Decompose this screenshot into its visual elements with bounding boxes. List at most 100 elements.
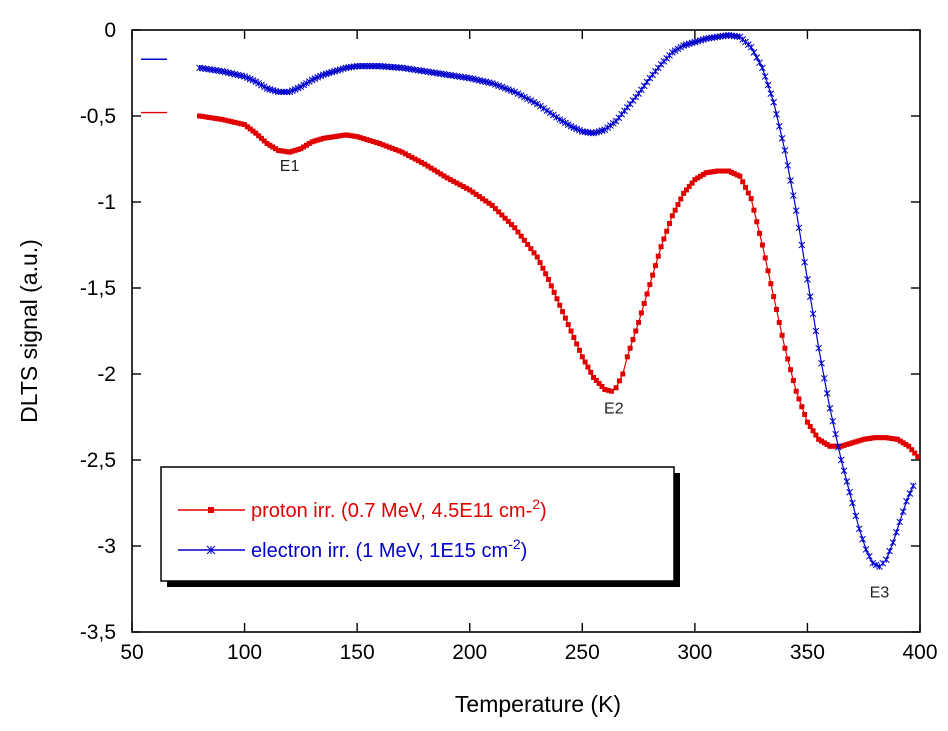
data-point: [438, 171, 444, 177]
data-point: [524, 95, 531, 103]
data-point: [807, 423, 813, 429]
data-point: [723, 168, 729, 174]
data-point: [546, 276, 552, 282]
data-point: [897, 438, 903, 444]
data-point: [533, 100, 541, 108]
data-point: [620, 371, 626, 377]
data-point: [915, 454, 921, 460]
data-point: [889, 436, 895, 441]
data-point: [875, 435, 881, 441]
data-point: [361, 136, 367, 142]
data-point: [518, 233, 524, 239]
data-point: [771, 294, 777, 300]
y-axis-title: DLTS signal (a.u.): [16, 239, 42, 423]
data-point: [548, 283, 554, 289]
x-axis-title: Temperature (K): [455, 691, 621, 717]
data-point: [886, 435, 892, 441]
data-point: [209, 115, 215, 121]
data-point: [793, 388, 799, 394]
data-point: [517, 92, 525, 99]
data-point: [373, 140, 379, 146]
data-point: [360, 62, 367, 70]
data-point: [284, 149, 290, 155]
data-point: [643, 78, 651, 86]
data-point: [320, 135, 326, 141]
data-point: [667, 221, 673, 226]
data-point: [511, 88, 519, 96]
data-point: [273, 146, 279, 152]
data-point: [775, 122, 783, 130]
legend-label: proton irr. (0.7 MeV, 4.5E11 cm-2): [251, 496, 547, 522]
data-point: [602, 386, 608, 392]
y-tick-label: -0,5: [80, 105, 116, 128]
data-point: [267, 142, 273, 148]
data-point: [253, 130, 259, 136]
data-point: [644, 291, 650, 297]
plot-frame: [131, 29, 921, 633]
data-point: [582, 359, 588, 365]
data-point: [274, 88, 282, 96]
data-point: [799, 404, 805, 410]
data-point: [270, 144, 276, 150]
data-point: [460, 184, 466, 190]
data-point: [505, 218, 511, 224]
data-point: [781, 147, 789, 154]
data-point: [788, 367, 794, 373]
data-point: [675, 202, 681, 208]
data-point: [759, 242, 765, 248]
data-point: [364, 137, 370, 143]
data-point: [683, 187, 689, 193]
series-electron: [196, 31, 917, 570]
data-point: [568, 328, 574, 334]
data-point: [751, 207, 757, 213]
data-point: [553, 113, 560, 121]
data-point: [206, 545, 216, 555]
data-point: [509, 222, 515, 228]
data-point: [768, 281, 774, 287]
data-point: [790, 377, 796, 383]
data-point: [697, 173, 703, 179]
data-point: [759, 64, 766, 72]
data-point: [476, 194, 482, 200]
data-point: [596, 380, 602, 386]
data-point: [858, 437, 864, 443]
data-point: [370, 139, 376, 145]
data-point: [664, 228, 670, 234]
data-point: [767, 90, 775, 97]
data-point: [889, 539, 897, 546]
data-point: [473, 191, 479, 197]
x-tick-label: 50: [120, 641, 143, 664]
data-point: [798, 241, 806, 249]
data-point: [785, 356, 791, 362]
data-point: [709, 169, 715, 175]
data-point: [779, 332, 785, 338]
data-point: [787, 177, 794, 184]
data-point: [616, 378, 622, 384]
data-point: [624, 354, 630, 360]
data-point: [250, 128, 256, 134]
data-point: [846, 488, 853, 496]
data-point: [599, 383, 605, 389]
series-group: [141, 31, 921, 570]
data-point: [527, 97, 535, 104]
data-point: [521, 237, 527, 243]
data-point: [812, 327, 820, 335]
data-point: [852, 512, 860, 520]
data-point: [650, 272, 656, 278]
data-point: [367, 138, 373, 144]
data-point: [896, 518, 904, 526]
data-point: [872, 435, 878, 441]
legend-entry: proton irr. (0.7 MeV, 4.5E11 cm-2): [178, 496, 547, 522]
data-point: [672, 207, 678, 213]
data-point: [428, 165, 434, 171]
data-point: [823, 389, 831, 397]
data-point: [537, 260, 543, 266]
data-point: [859, 535, 866, 543]
data-point: [832, 430, 839, 438]
data-point: [301, 144, 307, 150]
data-point: [278, 148, 284, 154]
data-point: [909, 482, 917, 490]
data-point: [366, 62, 374, 70]
data-point: [309, 139, 315, 145]
data-point: [247, 126, 253, 132]
